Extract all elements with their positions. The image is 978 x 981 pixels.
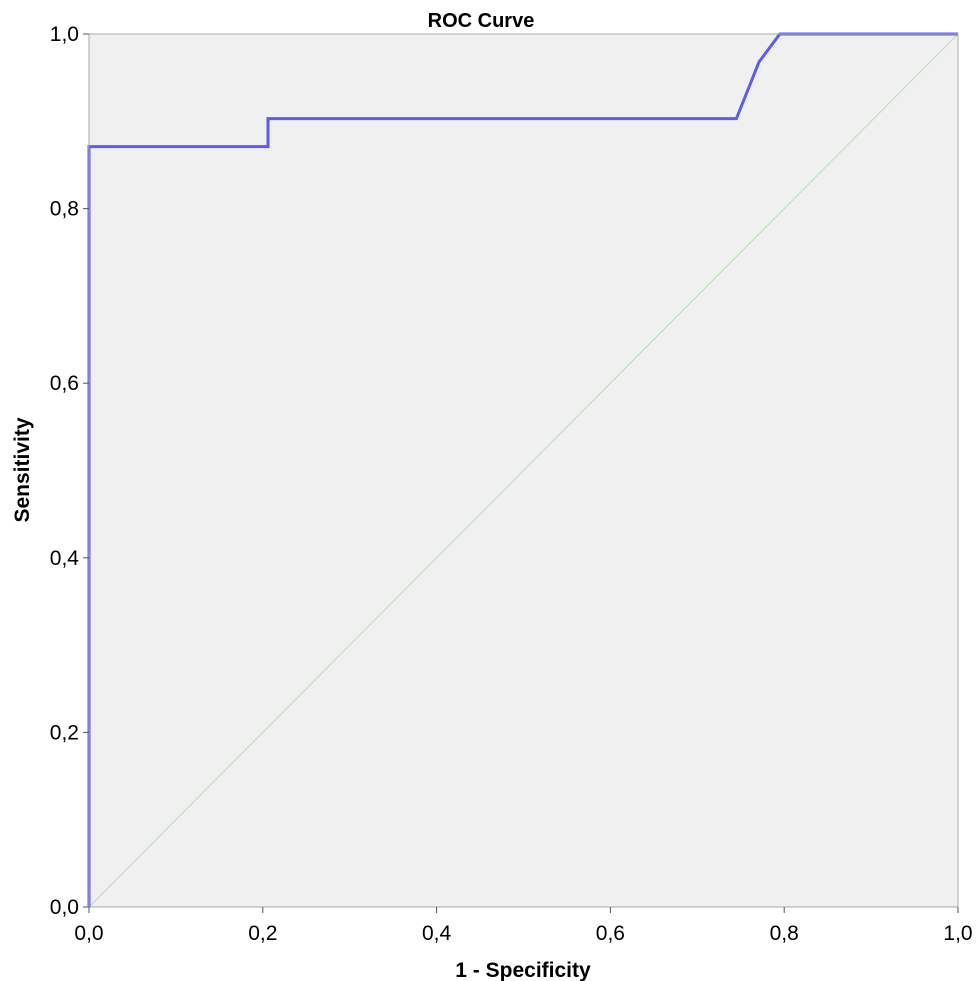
x-tick-label: 0,0 [74,922,103,945]
x-tick-label: 0,4 [422,922,452,945]
plot-frame [88,33,959,908]
y-axis-title: Sensitivity [11,417,34,522]
series-lines [87,32,959,908]
roc-curve-line [87,32,958,907]
x-axis-ticks: 0,0 0,2 0,4 0,6 0,8 1,0 [74,907,973,945]
x-tick-label: 1,0 [943,922,972,945]
y-tick-label: 0,2 [50,721,79,744]
x-tick-label: 0,2 [248,922,277,945]
y-tick-label: 0,0 [50,896,79,919]
y-tick-label: 0,8 [50,198,79,221]
x-axis-title: 1 - Specificity [455,959,591,981]
reference-diagonal-line [88,33,959,908]
y-tick-label: 0,4 [50,547,80,570]
chart-title: ROC Curve [428,10,535,32]
x-tick-label: 0,8 [770,922,799,945]
y-axis-ticks: 0,0 0,2 0,4 0,6 0,8 1,0 [50,23,89,919]
x-tick-label: 0,6 [596,922,625,945]
y-tick-label: 0,6 [50,372,79,395]
y-tick-label: 1,0 [50,23,79,46]
